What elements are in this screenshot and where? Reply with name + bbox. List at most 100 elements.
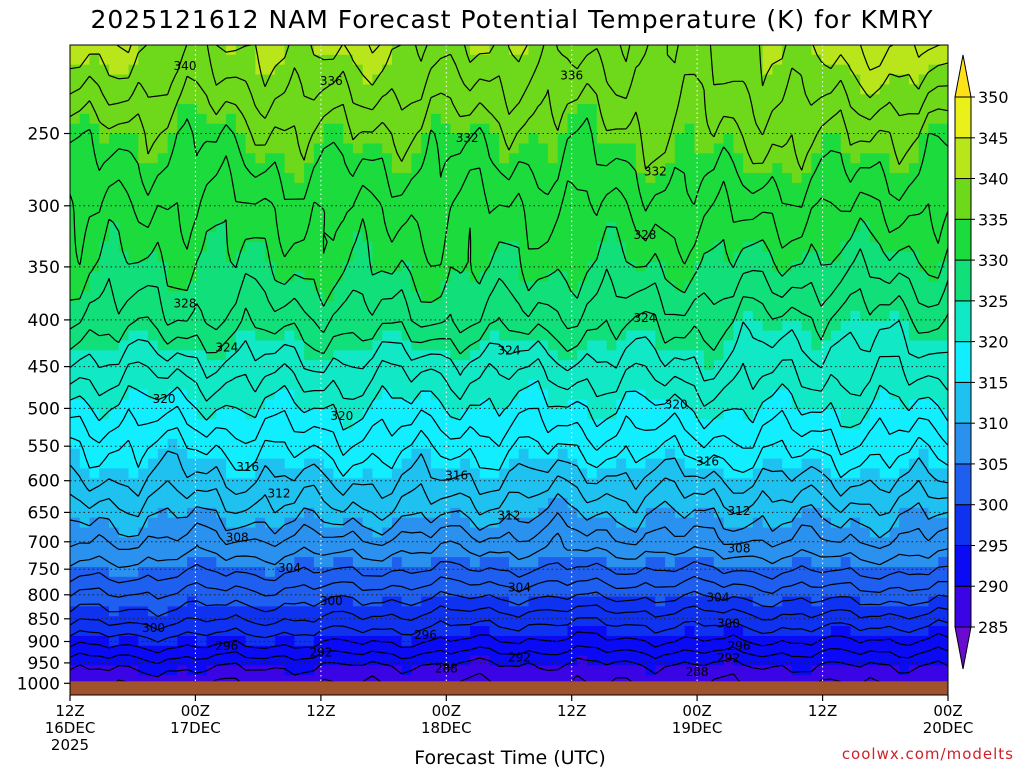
temperature-cell [313, 370, 325, 381]
temperature-cell [538, 399, 549, 410]
temperature-cell [723, 222, 734, 233]
temperature-cell [479, 547, 491, 558]
temperature-cell [138, 330, 149, 342]
temperature-cell [752, 192, 764, 204]
temperature-cell [694, 478, 705, 489]
temperature-cell [606, 419, 617, 430]
temperature-cell [811, 113, 822, 125]
temperature-cell [460, 448, 471, 460]
temperature-cell [313, 54, 325, 66]
temperature-cell [860, 547, 871, 558]
temperature-cell [713, 143, 725, 154]
temperature-cell [187, 291, 198, 302]
temperature-cell [733, 182, 744, 194]
temperature-cell [99, 507, 110, 519]
temperature-cell [99, 399, 110, 410]
temperature-cell [918, 498, 930, 509]
temperature-cell [908, 45, 920, 56]
temperature-cell [274, 212, 286, 223]
temperature-cell [177, 94, 188, 105]
temperature-cell [187, 419, 198, 430]
temperature-cell [265, 281, 276, 292]
temperature-cell [567, 222, 578, 233]
temperature-cell [352, 370, 364, 381]
temperature-cell [401, 133, 413, 145]
temperature-cell [352, 143, 364, 154]
temperature-cell [138, 222, 149, 233]
temperature-cell [879, 566, 891, 578]
temperature-cell [587, 448, 598, 460]
temperature-cell [177, 468, 188, 479]
temperature-cell [196, 163, 208, 174]
temperature-cell [352, 389, 364, 401]
temperature-cell [479, 537, 491, 548]
temperature-cell [401, 301, 413, 312]
temperature-cell [860, 182, 871, 194]
temperature-cell [655, 202, 666, 214]
temperature-cell [128, 84, 139, 95]
temperature-cell [118, 498, 130, 509]
temperature-cell [313, 202, 325, 214]
temperature-cell [167, 113, 178, 125]
temperature-cell [450, 74, 461, 85]
temperature-cell [177, 133, 188, 145]
temperature-cell [274, 202, 286, 214]
temperature-cell [743, 507, 754, 519]
temperature-cell [128, 409, 139, 420]
temperature-cell [538, 202, 549, 214]
temperature-cell [362, 202, 374, 214]
temperature-cell [713, 173, 725, 184]
temperature-cell [450, 232, 461, 243]
temperature-cell [713, 222, 725, 233]
temperature-cell [469, 222, 481, 233]
temperature-cell [177, 173, 188, 184]
temperature-cell [684, 104, 695, 115]
temperature-cell [206, 468, 217, 479]
temperature-cell [128, 143, 139, 154]
temperature-cell [626, 104, 637, 115]
temperature-cell [557, 202, 569, 214]
temperature-cell [401, 557, 413, 568]
temperature-cell [762, 507, 773, 519]
temperature-cell [216, 350, 227, 361]
temperature-cell [577, 360, 588, 371]
temperature-cell [811, 370, 822, 381]
temperature-cell [821, 330, 832, 342]
temperature-cell [743, 74, 754, 85]
temperature-cell [713, 547, 725, 558]
temperature-cell [557, 576, 569, 588]
temperature-cell [616, 478, 627, 489]
temperature-cell [157, 399, 169, 410]
temperature-cell [489, 163, 500, 174]
temperature-cell [538, 104, 549, 115]
temperature-cell [509, 310, 520, 322]
temperature-cell [879, 547, 891, 558]
temperature-cell [460, 389, 471, 401]
temperature-cell [343, 271, 354, 282]
temperature-cell [362, 419, 374, 430]
temperature-cell [596, 94, 608, 105]
temperature-cell [235, 64, 247, 76]
temperature-cell [860, 566, 871, 578]
temperature-cell [606, 478, 617, 489]
temperature-cell [167, 133, 178, 145]
temperature-cell [138, 409, 149, 420]
temperature-cell [538, 330, 549, 342]
temperature-cell [177, 350, 188, 361]
temperature-cell [469, 498, 481, 509]
temperature-cell [460, 586, 471, 598]
temperature-cell [704, 64, 715, 76]
temperature-cell [811, 419, 822, 430]
temperature-cell [860, 222, 871, 233]
temperature-cell [479, 113, 491, 125]
temperature-cell [791, 557, 803, 568]
temperature-cell [391, 143, 403, 154]
temperature-cell [313, 301, 325, 312]
temperature-cell [79, 310, 91, 322]
temperature-cell [616, 340, 627, 351]
temperature-cell [274, 241, 286, 253]
temperature-cell [860, 232, 871, 243]
temperature-cell [889, 301, 900, 312]
temperature-cell [226, 301, 237, 312]
temperature-cell [226, 498, 237, 509]
